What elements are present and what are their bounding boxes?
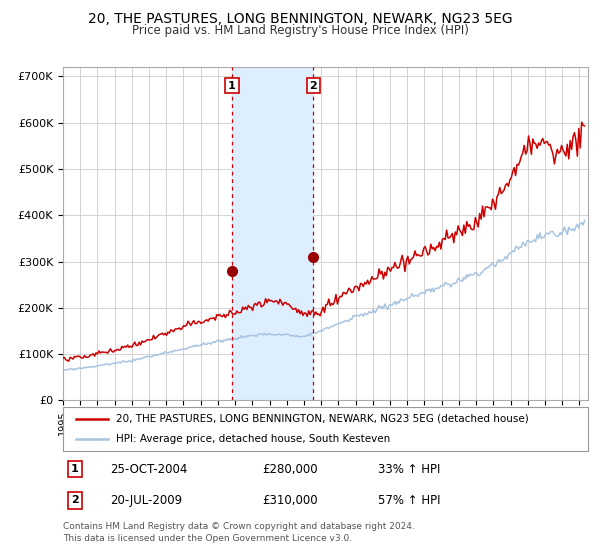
Text: Contains HM Land Registry data © Crown copyright and database right 2024.
This d: Contains HM Land Registry data © Crown c…: [63, 522, 415, 543]
Text: 1: 1: [71, 464, 79, 474]
FancyBboxPatch shape: [63, 407, 588, 451]
Text: 20-JUL-2009: 20-JUL-2009: [110, 494, 182, 507]
Text: 1: 1: [228, 81, 236, 91]
Text: Price paid vs. HM Land Registry's House Price Index (HPI): Price paid vs. HM Land Registry's House …: [131, 24, 469, 36]
Text: 2: 2: [310, 81, 317, 91]
Text: £280,000: £280,000: [263, 463, 318, 475]
Text: £310,000: £310,000: [263, 494, 318, 507]
Text: 57% ↑ HPI: 57% ↑ HPI: [378, 494, 440, 507]
Text: 20, THE PASTURES, LONG BENNINGTON, NEWARK, NG23 5EG: 20, THE PASTURES, LONG BENNINGTON, NEWAR…: [88, 12, 512, 26]
Text: 20, THE PASTURES, LONG BENNINGTON, NEWARK, NG23 5EG (detached house): 20, THE PASTURES, LONG BENNINGTON, NEWAR…: [115, 414, 528, 424]
Text: 33% ↑ HPI: 33% ↑ HPI: [378, 463, 440, 475]
Text: 2: 2: [71, 496, 79, 506]
Text: 25-OCT-2004: 25-OCT-2004: [110, 463, 188, 475]
Bar: [232, 67, 313, 400]
Text: HPI: Average price, detached house, South Kesteven: HPI: Average price, detached house, Sout…: [115, 434, 390, 444]
